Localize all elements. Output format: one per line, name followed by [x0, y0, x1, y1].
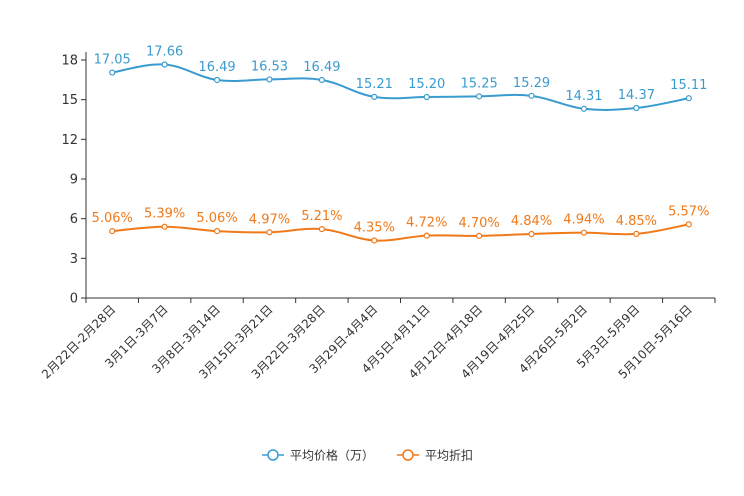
data-label: 4.84%	[511, 214, 552, 229]
data-point	[213, 227, 221, 235]
data-point	[266, 229, 273, 236]
legend-marker	[402, 449, 414, 461]
legend-marker	[267, 449, 279, 461]
series-line	[112, 63, 689, 112]
y-tick-label: 18	[61, 54, 78, 69]
data-label: 5.06%	[196, 211, 237, 226]
data-label: 4.72%	[406, 216, 447, 231]
data-point	[633, 230, 640, 237]
data-point	[371, 93, 378, 100]
data-point	[685, 221, 692, 228]
data-label: 15.25	[461, 76, 498, 91]
data-label: 4.70%	[458, 216, 499, 231]
x-tick-label: 2月22日-2月28日	[39, 302, 118, 381]
data-point	[318, 76, 325, 84]
data-point	[476, 232, 483, 239]
y-tick-label: 9	[70, 173, 78, 188]
series-line	[112, 223, 689, 242]
data-label: 14.37	[618, 88, 655, 103]
data-point	[633, 104, 640, 112]
data-point	[476, 93, 483, 100]
axes: 03691215182月22日-2月28日3月1日-3月7日3月8日-3月14日…	[39, 52, 716, 382]
data-label: 16.53	[251, 59, 288, 74]
legend-label: 平均折扣	[425, 448, 473, 463]
data-label: 4.35%	[354, 220, 395, 235]
series-layer: 17.05 17.66 16.49 16.53 16.49 15.21 15.20 15.25…	[92, 44, 709, 244]
y-tick-label: 0	[70, 292, 78, 307]
legend-item-1: 平均折扣	[397, 448, 473, 463]
legend: 平均价格（万） 平均折扣	[262, 448, 473, 463]
data-point	[161, 223, 168, 230]
data-label: 16.49	[303, 60, 340, 75]
legend-item-0: 平均价格（万）	[262, 448, 374, 463]
data-label: 15.21	[356, 77, 393, 92]
data-point	[109, 227, 116, 235]
data-label: 17.66	[146, 44, 183, 59]
y-tick-label: 6	[70, 212, 78, 227]
series-1: 5.06% 5.39% 5.06% 4.97% 5.21% 4.35% 4.72% 4.70%…	[92, 204, 709, 244]
data-point	[685, 95, 692, 102]
data-point	[528, 230, 535, 238]
data-label: 16.49	[198, 60, 235, 75]
y-tick-label: 3	[70, 252, 78, 267]
data-label: 14.31	[565, 89, 602, 104]
data-point	[213, 76, 221, 84]
data-label: 5.39%	[144, 207, 185, 222]
data-label: 4.97%	[249, 212, 290, 227]
data-point	[528, 92, 535, 99]
data-point	[161, 61, 168, 68]
data-point	[580, 105, 588, 112]
y-tick-label: 15	[61, 93, 78, 108]
data-point	[109, 69, 116, 76]
data-label: 5.21%	[301, 209, 342, 224]
data-point	[423, 93, 430, 101]
data-point	[423, 232, 430, 239]
data-point	[266, 76, 273, 83]
data-label: 5.57%	[668, 204, 709, 219]
data-label: 17.05	[94, 53, 131, 68]
data-label: 4.94%	[563, 213, 604, 228]
data-point	[371, 237, 378, 244]
data-label: 15.29	[513, 76, 550, 91]
data-point	[580, 229, 588, 236]
data-label: 4.85%	[616, 214, 657, 229]
data-label: 5.06%	[92, 211, 133, 226]
y-tick-label: 12	[61, 133, 78, 148]
data-label: 15.11	[670, 78, 707, 93]
data-point	[318, 226, 325, 233]
legend-label: 平均价格（万）	[290, 448, 374, 463]
series-0: 17.05 17.66 16.49 16.53 16.49 15.21 15.20 15.25…	[94, 44, 707, 112]
data-label: 15.20	[408, 77, 445, 92]
